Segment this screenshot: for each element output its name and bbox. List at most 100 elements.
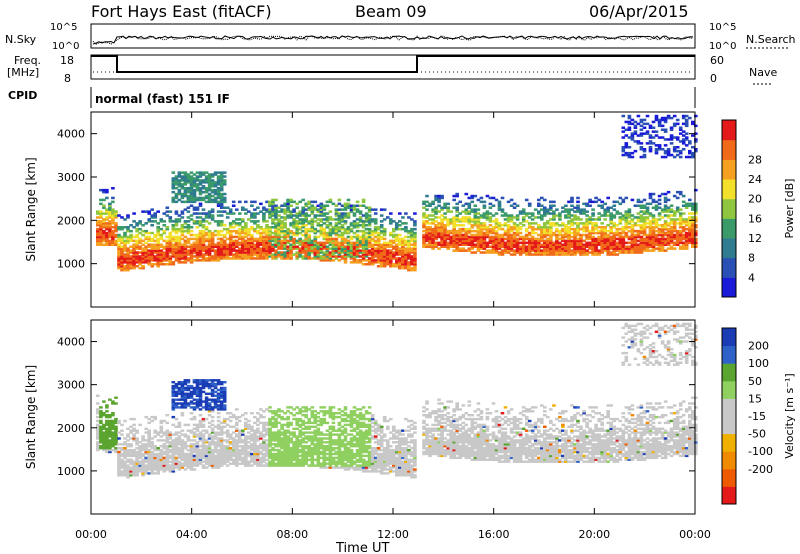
power-cell: [165, 247, 170, 250]
power-cell: [382, 243, 387, 246]
power-cell: [298, 231, 302, 235]
power-cell: [392, 247, 396, 250]
power-cell: [672, 220, 677, 223]
power-cell: [624, 134, 629, 137]
power-cell: [262, 218, 266, 221]
power-cell: [455, 208, 459, 211]
power-cell: [165, 227, 170, 231]
power-cell: [630, 226, 635, 229]
power-cell: [337, 259, 342, 262]
power-cell: [639, 142, 644, 145]
power-cell: [395, 257, 399, 260]
power-cell: [663, 231, 668, 235]
power-cell: [470, 194, 475, 198]
power-cell: [645, 212, 650, 215]
power-cell: [479, 241, 484, 245]
power-cell: [325, 235, 330, 239]
power-cell: [274, 233, 278, 237]
power-cell: [404, 261, 408, 264]
power-cell: [150, 231, 154, 235]
power-cell: [530, 226, 535, 229]
power-cell: [222, 192, 227, 196]
power-cell: [694, 204, 698, 207]
power-cell: [271, 235, 275, 239]
power-cell: [253, 208, 257, 211]
power-cell: [660, 245, 665, 248]
vel-cell: [123, 472, 127, 475]
power-cell: [307, 227, 311, 231]
power-cell: [331, 241, 336, 245]
power-cell: [250, 253, 254, 256]
power-cell: [585, 233, 589, 237]
power-cell: [192, 177, 197, 180]
power-cell: [340, 245, 345, 248]
power-cell: [630, 227, 635, 231]
beam-title: Beam 09: [355, 2, 427, 21]
vel-cell: [162, 466, 167, 469]
power-cell: [313, 208, 318, 211]
vel-cell: [108, 447, 112, 450]
power-cell: [648, 229, 653, 233]
power-cell: [189, 251, 194, 254]
power-cell: [189, 190, 194, 194]
power-cell: [527, 216, 532, 219]
power-cell: [195, 177, 200, 180]
power-cell: [328, 239, 333, 243]
power-cell: [660, 148, 665, 151]
power-cell: [132, 257, 136, 260]
power-cell: [219, 249, 224, 252]
power-cell: [108, 202, 112, 206]
vel-cell: [198, 458, 203, 461]
power-cell: [373, 243, 378, 246]
power-cell: [398, 224, 402, 227]
power-cell: [691, 153, 695, 157]
power-cell: [328, 241, 333, 245]
power-cell: [669, 239, 674, 243]
power-cell: [204, 231, 209, 235]
vel-cell: [168, 435, 173, 438]
power-cell: [645, 130, 650, 133]
power-cell: [105, 237, 109, 241]
power-cell: [648, 231, 653, 235]
power-cell: [337, 227, 342, 231]
power-cell: [367, 241, 372, 245]
power-cell: [186, 231, 191, 235]
power-cell: [228, 245, 233, 248]
power-cell: [337, 214, 342, 217]
power-cell: [334, 210, 339, 213]
power-cell: [180, 237, 185, 241]
power-cell: [633, 204, 638, 207]
vel-cell: [96, 408, 100, 411]
vel-cell: [141, 439, 145, 442]
power-cell: [262, 243, 266, 246]
power-cell: [570, 196, 574, 200]
power-cell: [491, 245, 496, 248]
power-cell: [576, 222, 580, 225]
power-cell: [488, 202, 493, 206]
power-cell: [624, 222, 629, 225]
power-cell: [434, 224, 438, 227]
vel-cell: [105, 443, 109, 446]
power-cell: [189, 177, 194, 180]
power-cell: [558, 245, 562, 248]
power-cell: [147, 235, 151, 239]
power-cell: [168, 243, 173, 246]
power-cell: [271, 204, 275, 207]
power-cell: [603, 245, 607, 248]
power-cell: [201, 226, 206, 229]
power-cell: [331, 226, 336, 229]
power-cell: [213, 185, 218, 188]
power-cell: [298, 253, 302, 256]
power-cell: [527, 202, 532, 206]
power-cell: [518, 226, 523, 229]
power-cell: [515, 231, 520, 235]
power-cell: [367, 206, 372, 209]
power-cell: [274, 204, 278, 207]
power-cell: [177, 179, 182, 182]
power-cell: [310, 239, 315, 243]
power-cell: [304, 218, 308, 221]
power-cell: [222, 196, 227, 200]
power-cell: [645, 226, 650, 229]
vel-cell: [129, 460, 133, 463]
power-cell: [392, 220, 396, 223]
